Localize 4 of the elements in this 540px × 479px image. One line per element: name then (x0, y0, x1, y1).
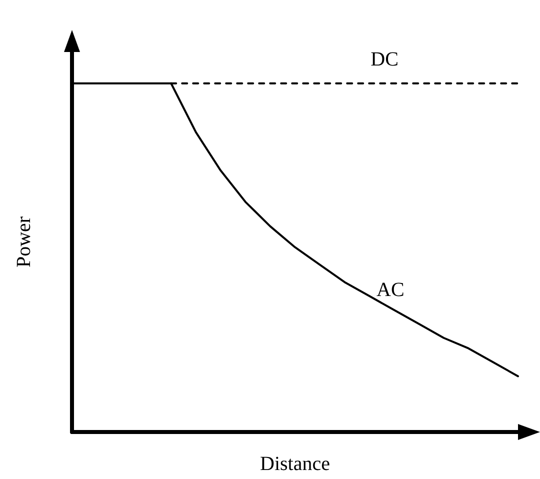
y-axis-title: Power (13, 216, 35, 268)
series-label: DC (370, 48, 398, 70)
x-axis-title: Distance (260, 453, 330, 475)
series-label: AC (376, 279, 404, 302)
